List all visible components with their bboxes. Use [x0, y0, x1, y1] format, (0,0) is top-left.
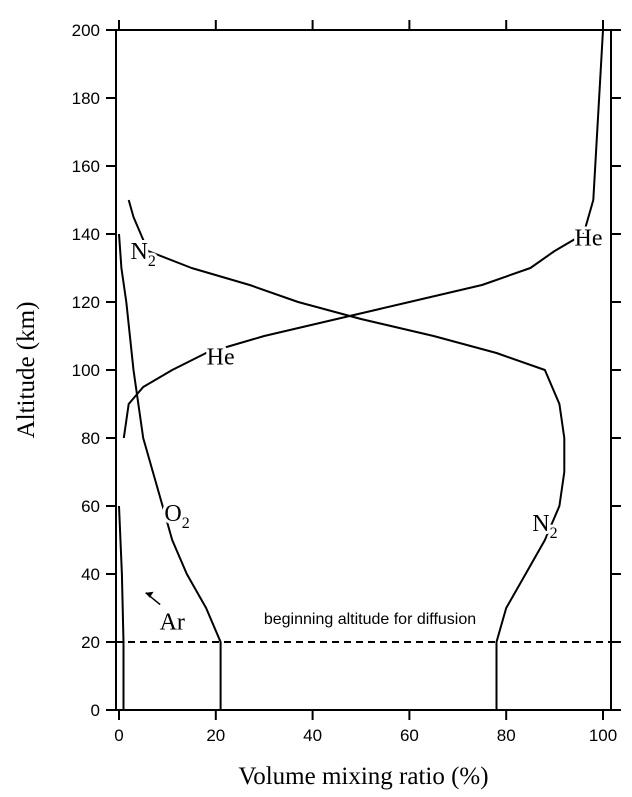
series-line-o2 [118, 233, 222, 710]
curve-labels-layer: N2 He He O2 N2 Ar [128, 222, 606, 638]
x-tick-label: 100 [589, 726, 617, 745]
x-axis-title: Volume mixing ratio (%) [238, 763, 488, 790]
plot-frame [115, 29, 612, 711]
x-tick-label: 0 [114, 726, 123, 745]
series-line-ar [118, 505, 125, 710]
y-tick-label: 180 [72, 89, 100, 108]
y-tick-label: 160 [72, 157, 100, 176]
y-tick-label: 80 [81, 429, 100, 448]
curve-label: He [574, 225, 602, 251]
series-line-n2 [127, 199, 566, 710]
series-line-he [122, 29, 604, 439]
ticks-layer: 0 20 40 60 80 100 0 20 40 60 80 100 120 140 160 180 200 [72, 20, 621, 745]
curve-label: N2 [532, 511, 557, 542]
y-tick-label: 20 [81, 633, 100, 652]
y-tick-label: 100 [72, 361, 100, 380]
curves-layer [118, 29, 604, 710]
x-tick-label: 60 [400, 726, 419, 745]
diffusion-annotation: beginning altitude for diffusion [264, 611, 476, 628]
curve-label: O2 [164, 501, 189, 532]
y-tick-label: 200 [72, 21, 100, 40]
x-tick-label: 80 [497, 726, 516, 745]
y-tick-label: 40 [81, 565, 100, 584]
y-tick-label: 140 [72, 225, 100, 244]
ar-pointer-arrowhead [145, 591, 154, 598]
y-tick-label: 60 [81, 497, 100, 516]
curve-label: Ar [160, 610, 185, 636]
annotation-layer: beginning altitude for diffusion [145, 591, 479, 631]
y-axis-title: Altitude (km) [13, 302, 40, 439]
y-tick-label: 120 [72, 293, 100, 312]
curve-label: He [207, 344, 235, 370]
plot-border [115, 29, 612, 711]
x-tick-label: 40 [303, 726, 322, 745]
curve-label: N2 [131, 239, 156, 270]
x-tick-label: 20 [206, 726, 225, 745]
y-tick-label: 0 [91, 701, 100, 720]
